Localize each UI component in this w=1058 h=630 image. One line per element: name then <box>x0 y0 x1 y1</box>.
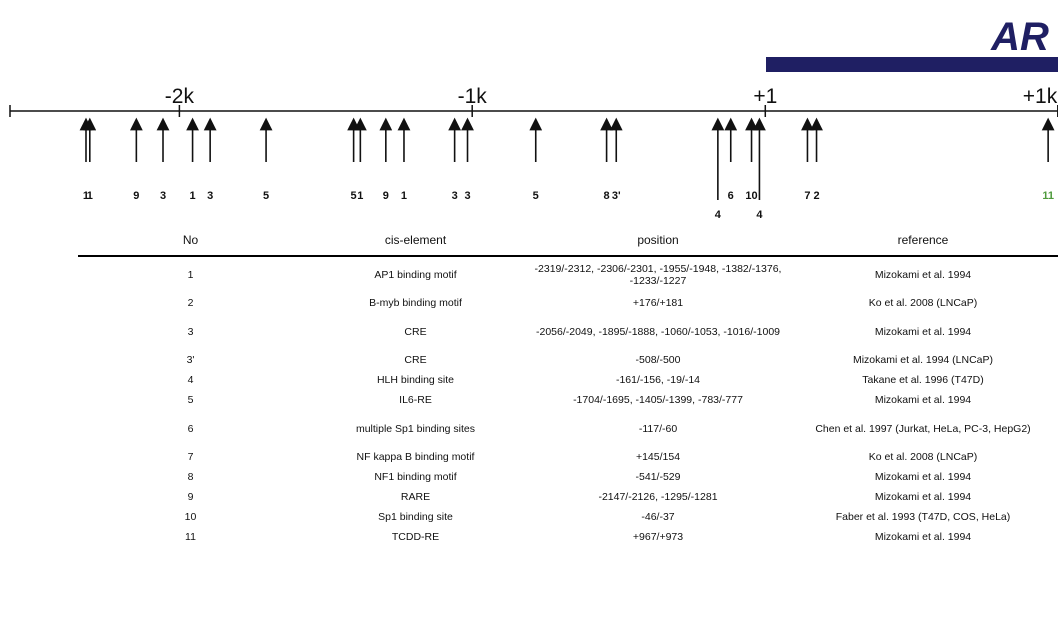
cell-cis-element: AP1 binding motif <box>374 269 457 281</box>
axis-ticks: -2k -1k +1 +1k <box>165 85 1058 117</box>
cell-no: 9 <box>187 491 194 503</box>
header-position: position <box>528 230 788 257</box>
table-row: 8 NF1 binding motif -541/-529 Mizokami et a… <box>78 467 1058 487</box>
cell-position: -2319/-2312, -2306/-2301, -1955/-1948, -… <box>534 263 782 287</box>
cell-cis-element: multiple Sp1 binding sites <box>355 422 476 435</box>
cell-no: 1 <box>187 269 194 281</box>
table-header-row: No cis-element position reference <box>78 230 1058 257</box>
cell-position: -117/-60 <box>638 422 678 435</box>
table-row: 5 IL6-RE -1704/-1695, -1405/-1399, -783/-7… <box>78 390 1058 410</box>
site-label: 1 <box>190 190 196 202</box>
cell-cis-element: NF1 binding motif <box>374 471 457 483</box>
header-cis-element: cis-element <box>303 230 528 257</box>
cell-position: +145/154 <box>635 451 681 463</box>
table-row: 2 B-myb binding motif +176/+181 Ko et al. 2… <box>78 293 1058 313</box>
cell-position: -2147/-2126, -1295/-1281 <box>598 491 718 503</box>
cell-reference: Takane et al. 1996 (T47D) <box>862 374 984 386</box>
axis-tick-label: -2k <box>165 85 195 108</box>
cell-position: -161/-156, -19/-14 <box>615 374 701 386</box>
cell-cis-element: HLH binding site <box>376 374 455 386</box>
table-row: 4 HLH binding site -161/-156, -19/-14 Takan… <box>78 370 1058 390</box>
cell-cis-element: IL6-RE <box>399 394 432 406</box>
cell-reference: Mizokami et al. 1994 <box>874 269 972 281</box>
table-row: 10 Sp1 binding site -46/-37 Faber et al. 19… <box>78 507 1058 527</box>
site-label: 3 <box>464 190 470 202</box>
cell-reference: Chen et al. 1997 (Jurkat, HeLa, PC-3, He… <box>815 422 1031 435</box>
site-label: 1 <box>401 190 407 202</box>
cell-reference: Mizokami et al. 1994 <box>874 325 972 338</box>
cell-position: +176/+181 <box>632 297 684 309</box>
gene-bar <box>766 57 1058 72</box>
header-no: No <box>78 230 303 257</box>
cell-cis-element: B-myb binding motif <box>369 297 462 309</box>
cell-no: 6 <box>187 422 194 435</box>
cell-reference: Ko et al. 2008 (LNCaP) <box>868 451 978 463</box>
cell-position: -1704/-1695, -1405/-1399, -783/-777 <box>573 394 743 406</box>
site-label: 2 <box>813 190 819 202</box>
table-row: 11 TCDD-RE +967/+973 Mizokami et al. 1994 <box>78 527 1058 547</box>
table-row: 9 RARE -2147/-2126, -1295/-1281 Mizokami et… <box>78 487 1058 507</box>
site-label: 3' <box>612 190 621 202</box>
cell-position: -508/-500 <box>635 354 681 366</box>
axis-tick-label: +1k <box>1023 85 1058 108</box>
cell-position: -2056/-2049, -1895/-1888, -1060/-1053, -… <box>535 325 780 338</box>
site-label: 3 <box>207 190 213 202</box>
cell-no: 2 <box>187 297 194 309</box>
cell-cis-element: Sp1 binding site <box>378 511 453 523</box>
cell-no: 11 <box>185 531 196 543</box>
cell-reference: Mizokami et al. 1994 <box>874 471 972 483</box>
cell-reference: Faber et al. 1993 (T47D, COS, HeLa) <box>835 511 1011 523</box>
cell-no: 3 <box>187 325 194 338</box>
cell-cis-element: CRE <box>404 325 427 338</box>
table-row: 3 CRE -2056/-2049, -1895/-1888, -1060/-105… <box>78 313 1058 350</box>
cell-reference: Ko et al. 2008 (LNCaP) <box>868 297 978 309</box>
cell-no: 7 <box>187 451 194 463</box>
site-label: 9 <box>383 190 389 202</box>
site-label: 3 <box>452 190 458 202</box>
site-label: 5 <box>263 190 269 202</box>
cell-position: -46/-37 <box>641 511 675 523</box>
table-body: 1 AP1 binding motif -2319/-2312, -2306/-23… <box>78 256 1058 547</box>
gene-label: AR <box>990 15 1049 59</box>
cis-element-table: No cis-element position reference 1 AP1 b… <box>78 230 1058 547</box>
cell-cis-element: TCDD-RE <box>391 531 440 543</box>
site-label: 5 <box>351 190 357 202</box>
site-label: 1 <box>87 190 93 202</box>
header-reference: reference <box>788 230 1058 257</box>
site-label: 11 <box>1042 190 1054 202</box>
table-row: 3' CRE -508/-500 Mizokami et al. 1994 (LNCa… <box>78 350 1058 370</box>
cell-no: 3' <box>186 354 195 366</box>
site-label: 8 <box>604 190 610 202</box>
cell-reference: Mizokami et al. 1994 <box>874 491 972 503</box>
cell-no: 4 <box>187 374 194 386</box>
cell-reference: Mizokami et al. 1994 <box>874 394 972 406</box>
cell-no: 5 <box>187 394 194 406</box>
cell-position: -541/-529 <box>635 471 681 483</box>
site-label: 5 <box>533 190 539 202</box>
site-label: 6 <box>728 190 734 202</box>
site-label: 1 <box>83 190 89 202</box>
axis-tick-label: -1k <box>458 85 488 108</box>
cell-cis-element: CRE <box>404 354 427 366</box>
site-label: 4 <box>756 209 763 221</box>
site-label: 10 <box>745 190 757 202</box>
axis-tick-label: +1 <box>753 85 777 108</box>
cell-no: 8 <box>187 471 194 483</box>
cell-position: +967/+973 <box>632 531 684 543</box>
table-row: 6 multiple Sp1 binding sites -117/-60 Chen … <box>78 410 1058 447</box>
cell-reference: Mizokami et al. 1994 <box>874 531 972 543</box>
site-label: 9 <box>133 190 139 202</box>
site-label: 4 <box>715 209 722 221</box>
site-label: 1 <box>357 190 363 202</box>
cell-cis-element: NF kappa B binding motif <box>356 451 475 463</box>
site-label: 7 <box>804 190 810 202</box>
table-row: 1 AP1 binding motif -2319/-2312, -2306/-23… <box>78 256 1058 293</box>
site-label: 3 <box>160 190 166 202</box>
cell-reference: Mizokami et al. 1994 (LNCaP) <box>852 354 994 366</box>
cell-no: 10 <box>184 511 197 523</box>
table-row: 7 NF kappa B binding motif +145/154 Ko et a… <box>78 447 1058 467</box>
cell-cis-element: RARE <box>400 491 431 503</box>
